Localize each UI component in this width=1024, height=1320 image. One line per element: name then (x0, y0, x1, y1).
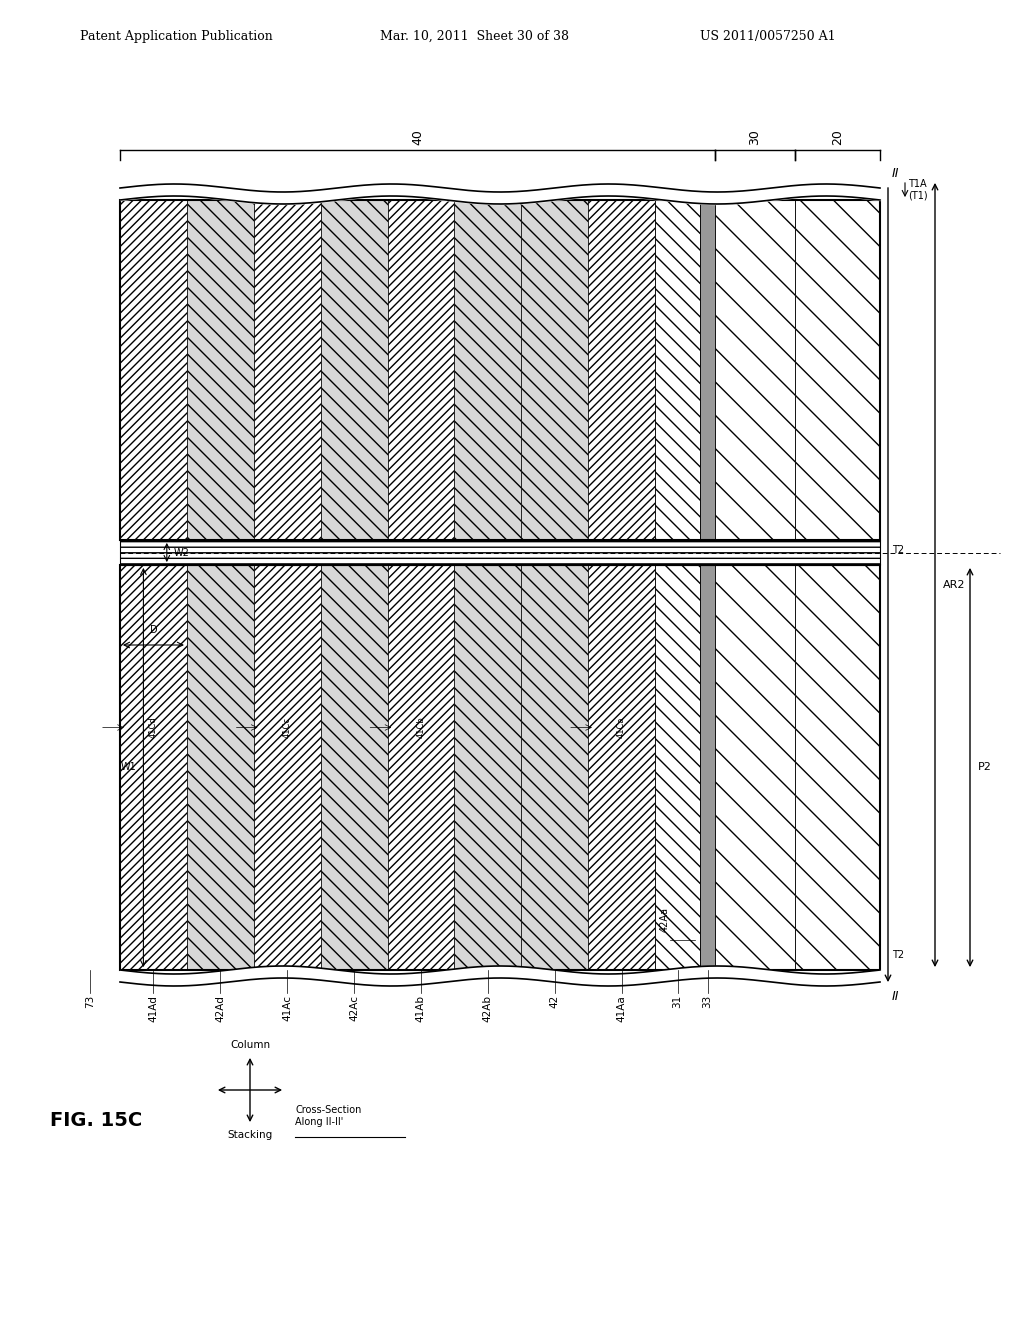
Bar (655, 565, 700, 970)
Bar (186, 201, 254, 540)
Bar (120, 201, 186, 540)
Text: Mar. 10, 2011  Sheet 30 of 38: Mar. 10, 2011 Sheet 30 of 38 (380, 30, 569, 44)
Bar (521, 201, 588, 540)
Text: AR2: AR2 (943, 579, 966, 590)
Text: Patent Application Publication: Patent Application Publication (80, 30, 272, 44)
Bar (700, 565, 715, 970)
Text: 41Cd: 41Cd (148, 717, 158, 738)
Bar (186, 565, 254, 970)
Text: 41Ca: 41Ca (617, 717, 626, 738)
Bar (455, 565, 521, 970)
Text: 41Ad: 41Ad (148, 995, 159, 1022)
Text: T1A
(T1): T1A (T1) (908, 180, 928, 201)
Bar (254, 201, 321, 540)
Bar (521, 565, 588, 970)
Text: W2: W2 (174, 548, 189, 557)
Text: 20: 20 (831, 129, 844, 145)
Text: 31: 31 (673, 995, 683, 1008)
Bar (120, 565, 880, 970)
Text: D: D (150, 624, 158, 635)
Bar (700, 201, 715, 540)
Bar (120, 565, 655, 970)
Bar (321, 201, 387, 540)
Text: 42Ad: 42Ad (215, 995, 225, 1022)
Text: T2: T2 (892, 545, 904, 554)
Bar (387, 565, 455, 970)
Bar (321, 565, 387, 970)
Bar (588, 565, 655, 970)
Bar (120, 201, 655, 540)
Text: US 2011/0057250 A1: US 2011/0057250 A1 (700, 30, 836, 44)
Text: Cross-Section
Along II-II': Cross-Section Along II-II' (295, 1105, 361, 1126)
Bar (120, 540, 880, 565)
Bar (795, 565, 880, 970)
Text: 33: 33 (702, 995, 713, 1008)
Bar (254, 565, 321, 970)
Bar (715, 201, 795, 540)
Bar (455, 201, 521, 540)
Text: 30: 30 (749, 129, 762, 145)
Text: II: II (892, 990, 899, 1003)
Bar (387, 201, 455, 540)
Text: II: II (892, 168, 899, 180)
Text: 41Cb: 41Cb (417, 717, 425, 738)
Text: 41Aa: 41Aa (616, 995, 627, 1022)
Text: 42: 42 (550, 995, 560, 1008)
Bar (120, 565, 186, 970)
Bar (655, 201, 700, 540)
Bar (120, 201, 880, 540)
Text: 40: 40 (411, 129, 424, 145)
Text: FIG. 15C: FIG. 15C (50, 1110, 142, 1130)
Text: P2: P2 (978, 763, 992, 772)
Bar (795, 201, 880, 540)
Bar (715, 565, 795, 970)
Text: W1: W1 (121, 763, 136, 772)
Text: 42Ab: 42Ab (482, 995, 493, 1022)
Text: 41Ab: 41Ab (416, 995, 426, 1022)
Text: Stacking: Stacking (227, 1130, 272, 1140)
Text: T2: T2 (892, 950, 904, 960)
Text: Column: Column (230, 1040, 270, 1049)
Bar (588, 201, 655, 540)
Text: 41Cc: 41Cc (283, 717, 292, 738)
Text: 41Ac: 41Ac (283, 995, 292, 1020)
Text: 73: 73 (85, 995, 95, 1008)
Text: 42Aa: 42Aa (660, 908, 670, 932)
Text: 42Ac: 42Ac (349, 995, 359, 1020)
